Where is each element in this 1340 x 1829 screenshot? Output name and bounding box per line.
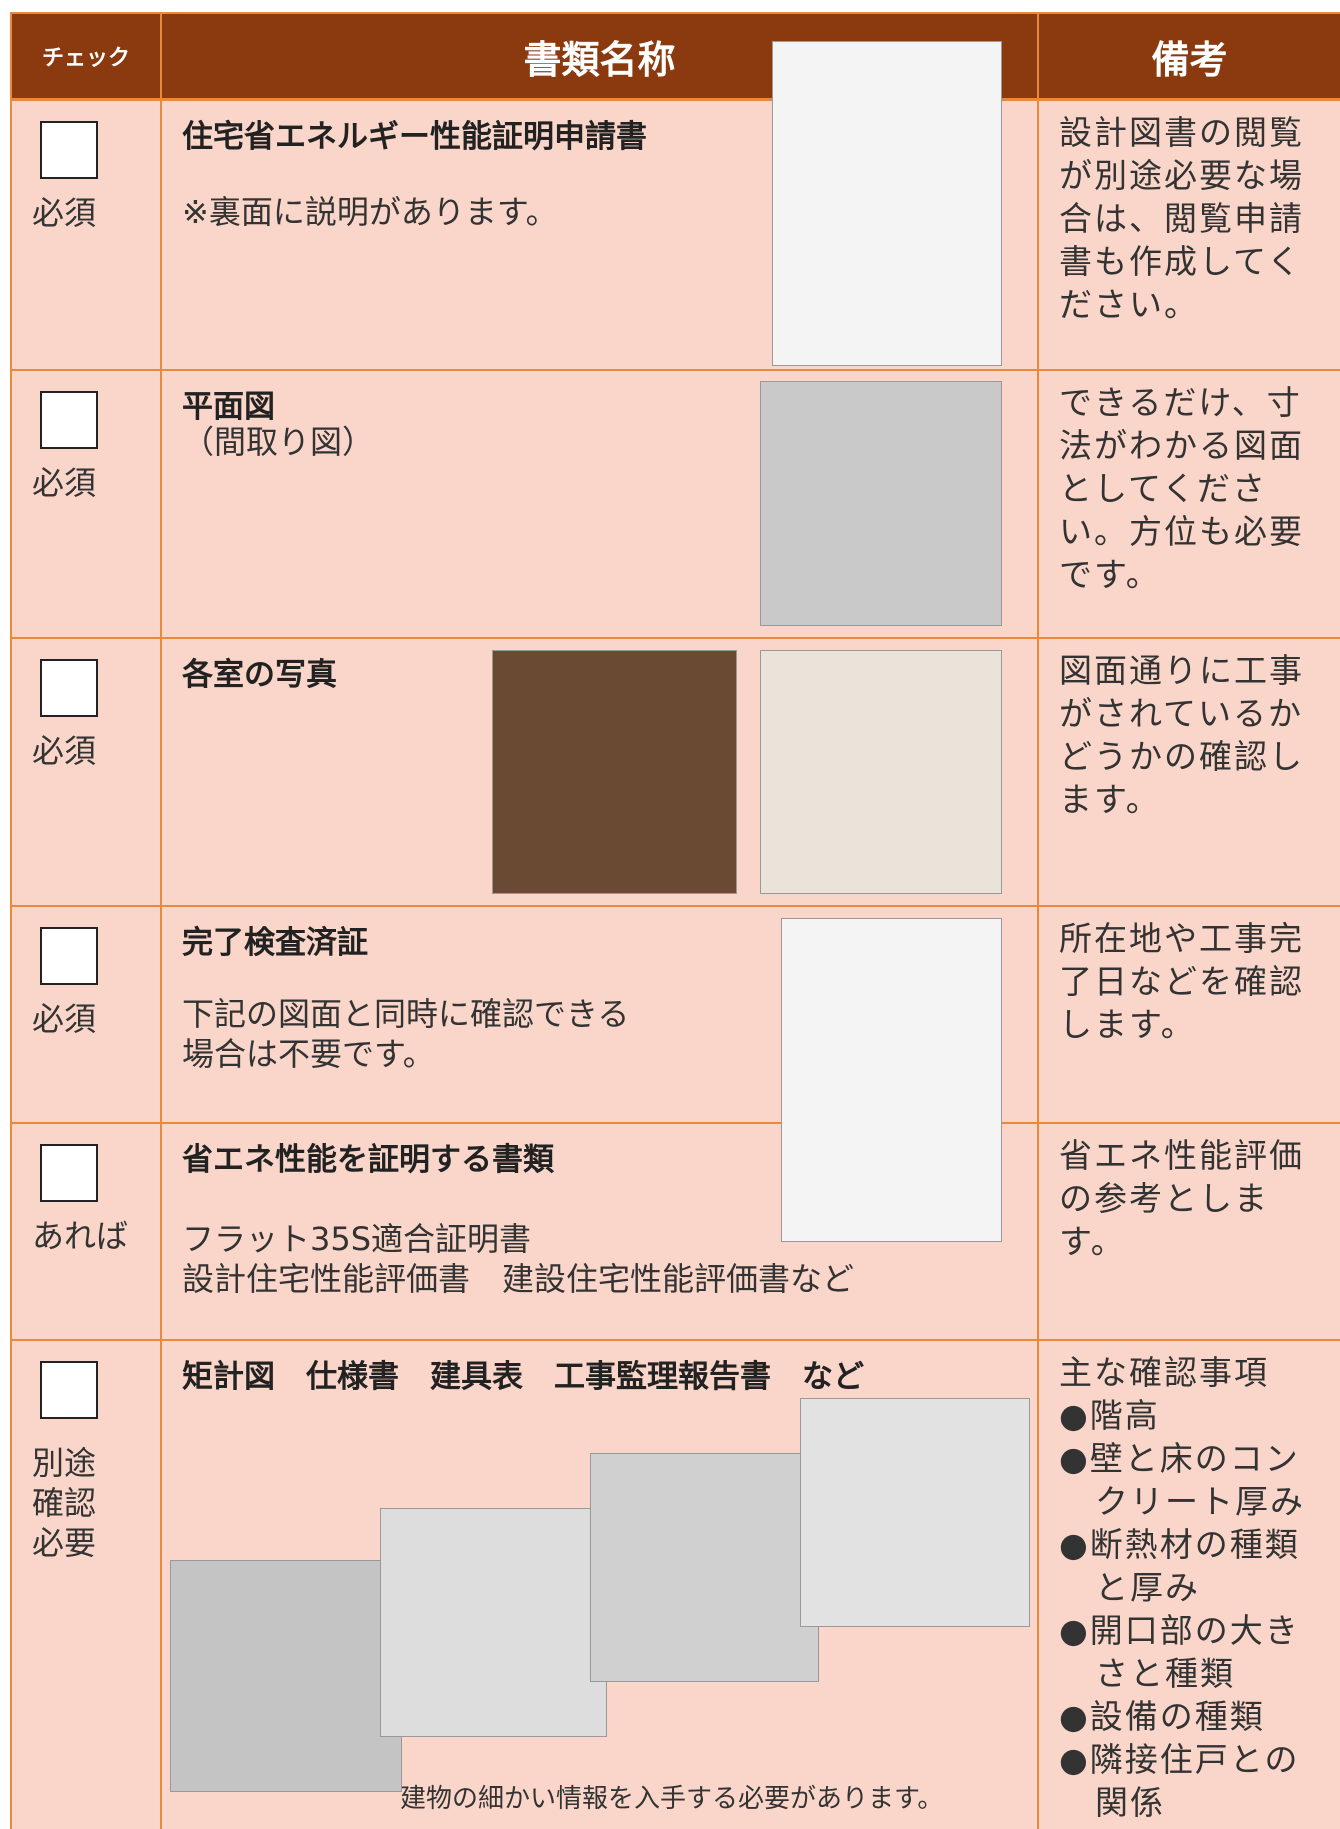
- description: 場合は不要です。: [182, 1035, 435, 1073]
- document-image: [772, 41, 1002, 366]
- check-cell: 必須: [10, 637, 162, 907]
- note-item: ●階高: [1059, 1396, 1160, 1435]
- status: 必須: [32, 194, 97, 232]
- doc-title: 平面図: [182, 389, 275, 425]
- check-cell: あれば: [10, 1122, 162, 1341]
- spec-image: [380, 1508, 607, 1737]
- checkbox: [40, 927, 98, 985]
- note: 所在地や工事完了日などを確認します。: [1059, 919, 1304, 1044]
- doc-title: 住宅省エネルギー性能証明申請書: [182, 119, 647, 155]
- status: 必須: [32, 732, 97, 770]
- note-item: ●開口部の大きさと種類: [1059, 1611, 1300, 1693]
- check-cell: 必須: [10, 905, 162, 1124]
- note-cell: 所在地や工事完了日などを確認します。: [1037, 905, 1340, 1124]
- note-cell: 主な確認事項 ●階高 ●壁と床のコンクリート厚み ●断熱材の種類と厚み ●開口部の大きさ…: [1037, 1339, 1340, 1829]
- note-cell: 図面通りに工事がされているかどうかの確認します。: [1037, 637, 1340, 907]
- bath-photo: [492, 650, 737, 894]
- note-cell: 設計図書の閲覧が別途必要な場合は、閲覧申請書も作成してください。: [1037, 99, 1340, 371]
- note: 主な確認事項 ●階高 ●壁と床のコンクリート厚み ●断熱材の種類と厚み ●開口部の大きさ…: [1059, 1351, 1328, 1824]
- floor-plan-image: [760, 381, 1002, 626]
- note-item: ●隣接住戸との関係: [1059, 1740, 1300, 1822]
- description: （間取り図）: [182, 423, 375, 461]
- note-cell: できるだけ、寸法がわかる図面としてください。方位も必要です。: [1037, 369, 1340, 639]
- check-cell: 必須: [10, 99, 162, 371]
- checkbox: [40, 1144, 98, 1202]
- checkbox: [40, 1361, 98, 1419]
- doc-title: 矩計図 仕様書 建具表 工事監理報告書 など: [182, 1359, 864, 1395]
- note-cell: 省エネ性能評価の参考とします。: [1037, 1122, 1340, 1341]
- note: 設計図書の閲覧が別途必要な場合は、閲覧申請書も作成してください。: [1059, 113, 1304, 324]
- description: 設計住宅性能評価書 建設住宅性能評価書など: [182, 1260, 855, 1298]
- drawing-image: [170, 1560, 402, 1792]
- header-check: チェック: [10, 12, 162, 100]
- checkbox: [40, 391, 98, 449]
- checkbox: [40, 121, 98, 179]
- note: 省エネ性能評価の参考とします。: [1059, 1136, 1304, 1261]
- checkbox: [40, 659, 98, 717]
- doc-title: 各室の写真: [182, 657, 337, 693]
- header-note: 備考: [1037, 12, 1340, 100]
- doc-title: 完了検査済証: [182, 925, 368, 961]
- note-item: ●設備の種類: [1059, 1697, 1265, 1736]
- description: 下記の図面と同時に確認できる: [182, 995, 630, 1033]
- description: ※裏面に説明があります。: [182, 193, 558, 231]
- check-cell: 必須: [10, 369, 162, 639]
- status: 必須: [32, 1000, 97, 1038]
- doc-title: 省エネ性能を証明する書類: [182, 1142, 554, 1178]
- room-photo: [760, 650, 1002, 894]
- status: あれば: [32, 1217, 129, 1255]
- note: 図面通りに工事がされているかどうかの確認します。: [1059, 651, 1304, 819]
- fittings-image: [800, 1398, 1030, 1627]
- status: 必須: [32, 464, 97, 502]
- certificate-image: [781, 918, 1002, 1242]
- section-image: [590, 1453, 819, 1682]
- note: できるだけ、寸法がわかる図面としてください。方位も必要です。: [1059, 383, 1304, 594]
- note-item: ●壁と床のコンクリート厚み: [1059, 1439, 1305, 1521]
- description: フラット35S適合証明書: [182, 1220, 532, 1258]
- note-item: ●断熱材の種類と厚み: [1059, 1525, 1300, 1607]
- caption: 建物の細かい情報を入手する必要があります。: [400, 1784, 944, 1814]
- status: 別途確認必要: [32, 1444, 97, 1562]
- check-cell: 別途確認必要: [10, 1339, 162, 1829]
